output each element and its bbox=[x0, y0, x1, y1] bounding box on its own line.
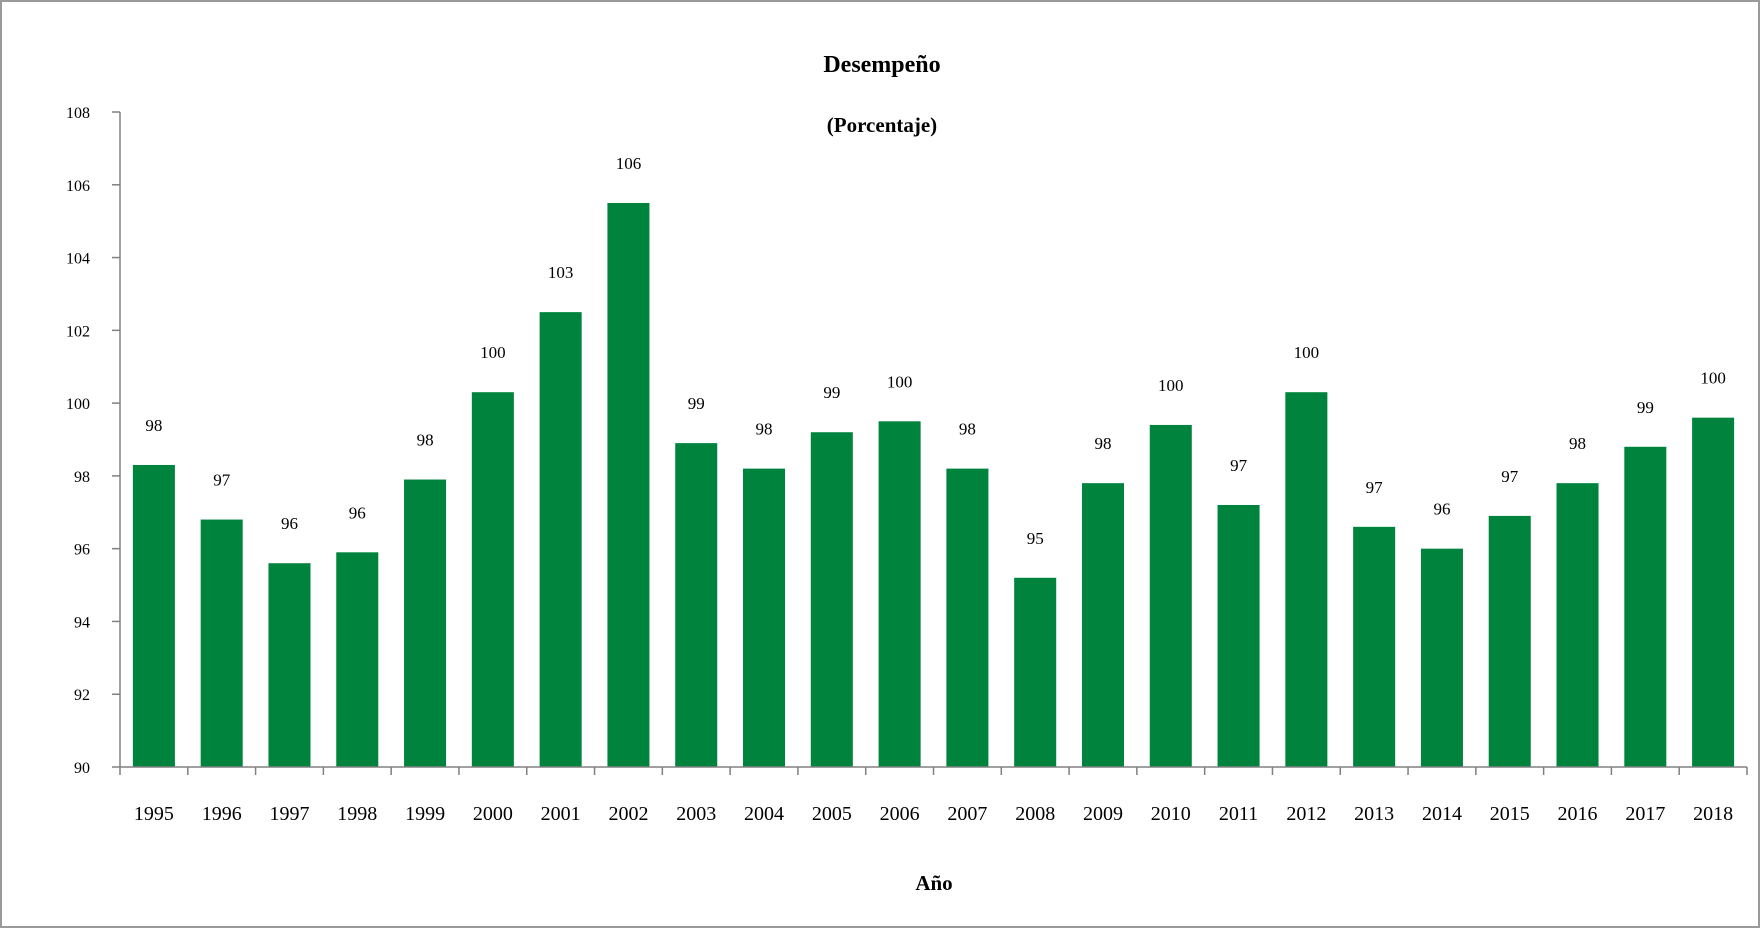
data-label-2009: 98 bbox=[1094, 434, 1111, 453]
bar-1999 bbox=[404, 479, 447, 767]
bar-1996 bbox=[200, 519, 243, 767]
y-tick-label: 100 bbox=[66, 396, 90, 413]
bar-2012 bbox=[1285, 392, 1328, 767]
x-tick-label-2003: 2003 bbox=[676, 803, 716, 825]
x-tick-label-2008: 2008 bbox=[1015, 803, 1055, 825]
bar-2011 bbox=[1217, 505, 1260, 767]
bar-2004 bbox=[743, 468, 786, 767]
y-tick-label: 106 bbox=[66, 178, 90, 195]
bar-2007 bbox=[946, 468, 989, 767]
bar-2009 bbox=[1081, 483, 1124, 767]
data-label-2000: 100 bbox=[480, 343, 506, 362]
x-axis-label: Año bbox=[915, 871, 952, 895]
bar-2003 bbox=[675, 443, 718, 767]
x-tick-label-2017: 2017 bbox=[1625, 803, 1665, 825]
x-tick-label-2018: 2018 bbox=[1693, 803, 1733, 825]
data-label-1998: 96 bbox=[349, 503, 366, 522]
data-label-2018: 100 bbox=[1700, 369, 1726, 388]
data-label-2016: 98 bbox=[1569, 434, 1586, 453]
x-tick-label-2016: 2016 bbox=[1558, 803, 1598, 825]
bar-2008 bbox=[1014, 577, 1057, 767]
x-tick-label-2000: 2000 bbox=[473, 803, 513, 825]
data-label-2005: 99 bbox=[823, 383, 840, 402]
x-tick-label-2011: 2011 bbox=[1219, 803, 1258, 825]
axes-group: 90 92 94 96 98 100 102 104 106 108 1995 1996 1997 199… bbox=[66, 105, 1748, 825]
data-label-2004: 98 bbox=[756, 420, 773, 439]
bar-2001 bbox=[539, 312, 582, 767]
x-tick-label-2010: 2010 bbox=[1151, 803, 1191, 825]
bar-2013 bbox=[1353, 526, 1396, 767]
y-tick-label: 96 bbox=[74, 542, 90, 559]
x-tick-label-1995: 1995 bbox=[134, 803, 174, 825]
bar-2015 bbox=[1488, 515, 1531, 767]
x-tick-label-2012: 2012 bbox=[1286, 803, 1326, 825]
x-tick-label-2001: 2001 bbox=[541, 803, 581, 825]
data-label-2002: 106 bbox=[616, 154, 642, 173]
bar-2017 bbox=[1624, 446, 1667, 767]
data-label-2007: 98 bbox=[959, 420, 976, 439]
bar-2002 bbox=[607, 202, 650, 767]
data-label-1996: 97 bbox=[213, 471, 231, 490]
y-tick-label: 94 bbox=[74, 614, 90, 631]
data-label-2015: 97 bbox=[1501, 467, 1519, 486]
x-tick-label-1998: 1998 bbox=[337, 803, 377, 825]
x-tick-label-2009: 2009 bbox=[1083, 803, 1123, 825]
y-tick-label: 104 bbox=[66, 251, 90, 268]
chart-subtitle: (Porcentaje) bbox=[827, 113, 937, 137]
x-tick-label-1996: 1996 bbox=[202, 803, 242, 825]
data-label-1999: 98 bbox=[417, 431, 434, 450]
bar-1998 bbox=[336, 552, 379, 767]
data-label-2003: 99 bbox=[688, 394, 705, 413]
y-tick-label: 108 bbox=[66, 105, 90, 122]
y-tick-label: 102 bbox=[66, 323, 90, 340]
x-tick-label-2014: 2014 bbox=[1422, 803, 1462, 825]
y-tick-label: 90 bbox=[74, 760, 90, 777]
x-tick-label-2006: 2006 bbox=[880, 803, 920, 825]
data-label-2010: 100 bbox=[1158, 376, 1184, 395]
data-label-2014: 96 bbox=[1433, 500, 1450, 519]
bar-2000 bbox=[471, 392, 514, 767]
x-tick-label-1999: 1999 bbox=[405, 803, 445, 825]
x-tick-label-2007: 2007 bbox=[947, 803, 987, 825]
x-tick-label-2002: 2002 bbox=[608, 803, 648, 825]
bars-group: 98 97 96 96 98 100 103 106 99 98 99 100 98 95 98 100 97 1… bbox=[132, 154, 1735, 767]
bar-1997 bbox=[268, 563, 311, 767]
bar-2018 bbox=[1692, 417, 1735, 767]
x-tick-label-2013: 2013 bbox=[1354, 803, 1394, 825]
bar-2014 bbox=[1420, 548, 1463, 767]
data-label-2013: 97 bbox=[1366, 478, 1384, 497]
x-tick-label-2004: 2004 bbox=[744, 803, 784, 825]
y-tick-label: 98 bbox=[74, 469, 90, 486]
x-tick-label-2005: 2005 bbox=[812, 803, 852, 825]
data-label-2006: 100 bbox=[887, 372, 913, 391]
x-tick-label-1997: 1997 bbox=[269, 803, 309, 825]
bar-1995 bbox=[132, 464, 175, 767]
data-label-2012: 100 bbox=[1294, 343, 1320, 362]
data-label-2017: 99 bbox=[1637, 398, 1654, 417]
data-label-2011: 97 bbox=[1230, 456, 1248, 475]
bar-2006 bbox=[878, 421, 921, 767]
data-label-1997: 96 bbox=[281, 514, 298, 533]
x-tick-label-2015: 2015 bbox=[1490, 803, 1530, 825]
data-label-2008: 95 bbox=[1027, 529, 1044, 548]
chart-title: Desempeño bbox=[823, 52, 940, 78]
bar-2005 bbox=[810, 432, 853, 767]
data-label-2001: 103 bbox=[548, 263, 574, 282]
bar-2010 bbox=[1149, 424, 1192, 767]
data-label-1995: 98 bbox=[145, 416, 162, 435]
bar-2016 bbox=[1556, 483, 1599, 767]
y-tick-label: 92 bbox=[74, 687, 90, 704]
